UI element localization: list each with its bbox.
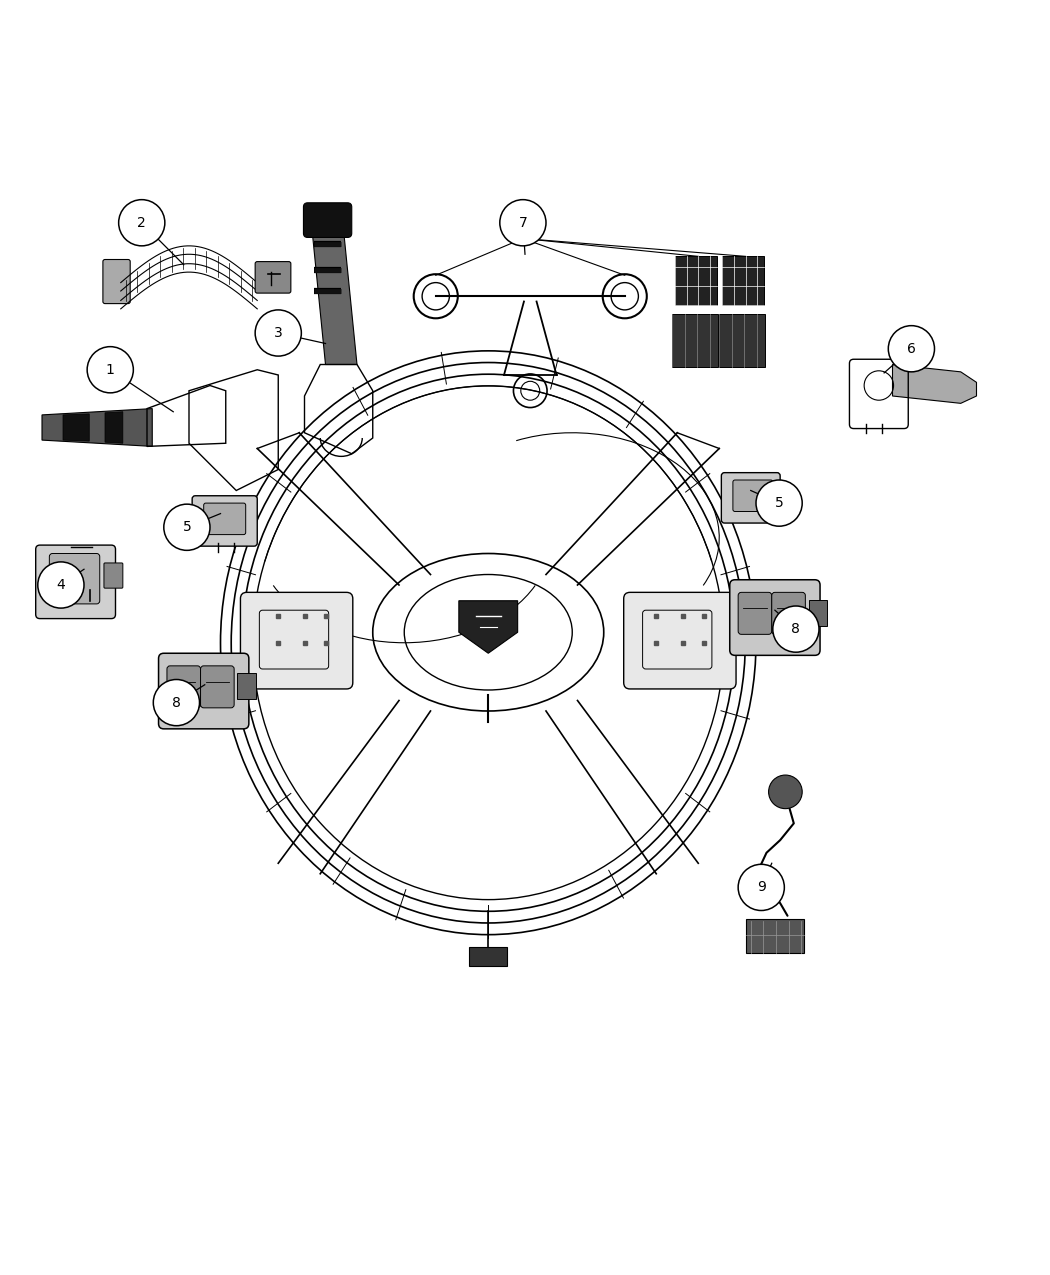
FancyBboxPatch shape [675,256,717,305]
Text: 8: 8 [172,696,181,710]
FancyBboxPatch shape [672,314,718,367]
FancyBboxPatch shape [255,261,291,293]
FancyBboxPatch shape [36,546,116,618]
Polygon shape [63,414,89,441]
FancyBboxPatch shape [733,479,773,511]
FancyBboxPatch shape [167,666,201,708]
FancyBboxPatch shape [808,599,827,626]
Polygon shape [892,365,977,403]
FancyBboxPatch shape [104,564,123,588]
Circle shape [769,775,802,808]
Circle shape [756,479,802,527]
Text: 7: 7 [519,215,527,230]
FancyBboxPatch shape [103,260,130,303]
FancyBboxPatch shape [772,593,805,635]
Text: 1: 1 [106,363,114,376]
FancyBboxPatch shape [192,496,257,546]
FancyBboxPatch shape [469,947,507,966]
Text: 2: 2 [138,215,146,230]
Circle shape [38,562,84,608]
Text: 5: 5 [775,496,783,510]
FancyBboxPatch shape [237,673,256,700]
Circle shape [500,200,546,246]
FancyBboxPatch shape [624,593,736,688]
Text: 6: 6 [907,342,916,356]
Circle shape [153,680,200,725]
Circle shape [738,864,784,910]
FancyBboxPatch shape [201,666,234,708]
FancyBboxPatch shape [240,593,353,688]
FancyBboxPatch shape [738,593,772,635]
Text: 4: 4 [57,578,65,592]
FancyBboxPatch shape [159,653,249,729]
Text: 9: 9 [757,881,765,894]
Text: 8: 8 [792,622,800,636]
Polygon shape [42,408,152,446]
FancyBboxPatch shape [746,919,804,952]
FancyBboxPatch shape [722,256,764,305]
Circle shape [87,347,133,393]
FancyBboxPatch shape [204,504,246,534]
Polygon shape [105,412,123,444]
Circle shape [888,325,934,372]
FancyBboxPatch shape [49,553,100,604]
Circle shape [164,504,210,551]
FancyBboxPatch shape [303,203,352,237]
Polygon shape [459,601,518,653]
Circle shape [119,200,165,246]
FancyBboxPatch shape [730,580,820,655]
Text: 5: 5 [183,520,191,534]
FancyBboxPatch shape [721,473,780,523]
Text: 3: 3 [274,326,282,340]
Circle shape [773,606,819,653]
Polygon shape [312,228,357,365]
FancyBboxPatch shape [719,314,765,367]
Circle shape [255,310,301,356]
